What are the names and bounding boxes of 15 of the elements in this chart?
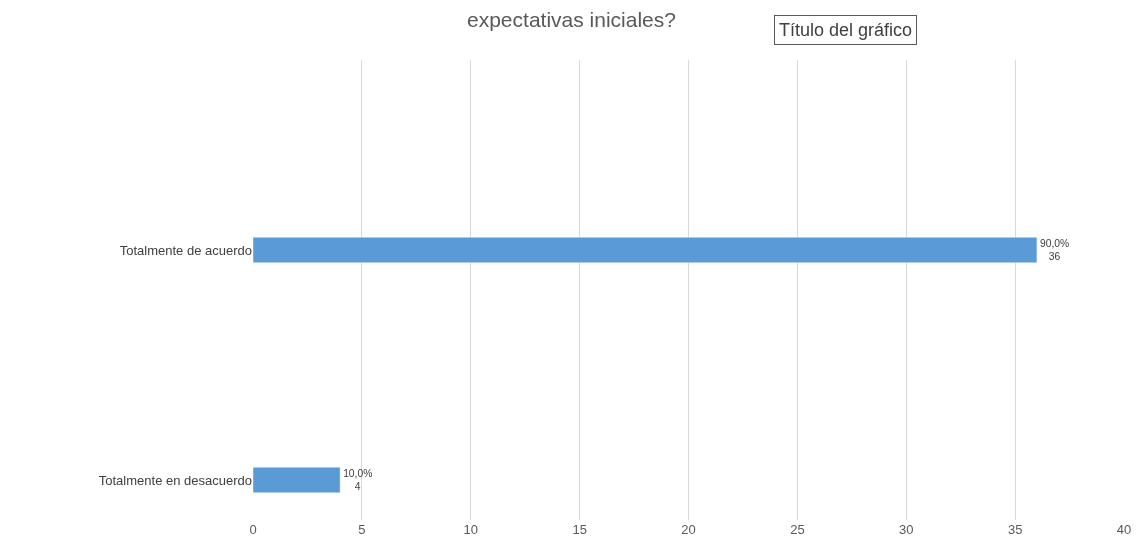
chart-title: expectativas iniciales? [467,7,676,31]
x-tick-label: 40 [1116,522,1132,537]
x-tick-label: 10 [463,522,478,537]
text: Título del gráfico [779,20,913,40]
x-tick-label: 30 [899,522,914,537]
x-tick-label: 5 [358,522,366,537]
data-label: 10,0% 4 [343,467,373,493]
data-label: 90,0% 36 [1039,237,1070,263]
x-tick-label: 0 [249,522,257,537]
y-tick-label: Totalmente en desacuerdo [98,472,252,488]
x-tick-label: 25 [790,522,805,537]
x-tick-label: 35 [1007,522,1023,537]
y-tick-label: Totalmente de acuerdo [119,242,252,258]
x-tick-label: 15 [572,522,587,537]
x-tick-label: 20 [681,522,696,537]
